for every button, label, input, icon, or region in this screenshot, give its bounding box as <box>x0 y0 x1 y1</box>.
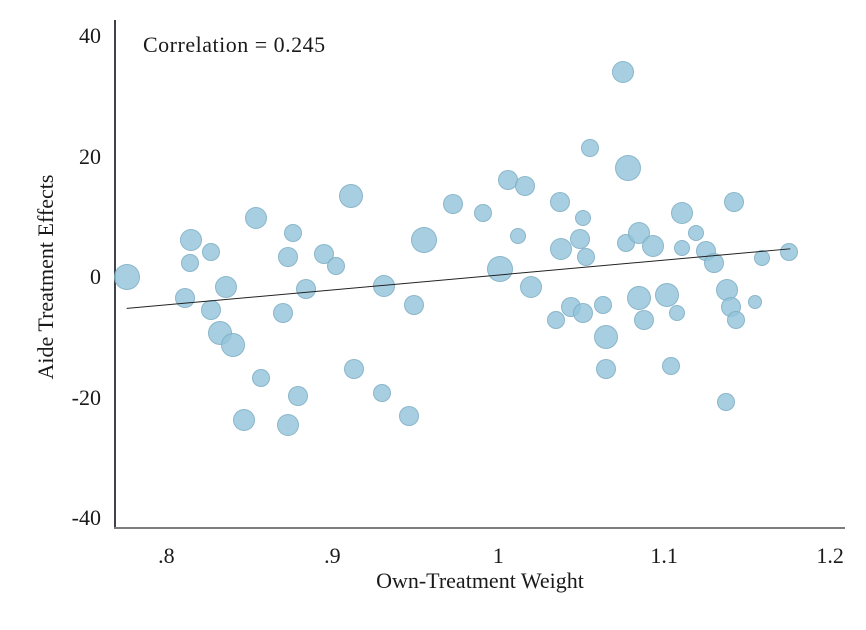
data-point <box>276 414 299 437</box>
y-tick-label: 0 <box>90 264 101 290</box>
data-point <box>687 225 704 242</box>
x-tick-label: .8 <box>158 543 175 568</box>
data-point <box>180 254 199 273</box>
data-point <box>574 209 591 226</box>
data-point <box>326 256 345 275</box>
x-axis-title: Own-Treatment Weight <box>376 568 584 593</box>
data-point <box>716 393 735 412</box>
correlation-annotation: Correlation = 0.245 <box>143 32 326 57</box>
data-point <box>252 369 270 388</box>
data-point <box>641 235 664 258</box>
data-point <box>549 192 570 213</box>
data-point <box>343 358 364 379</box>
data-point <box>634 310 655 331</box>
y-tick-label: 20 <box>79 143 101 169</box>
x-tick-label: .9 <box>324 543 341 568</box>
data-point <box>373 384 392 403</box>
data-point <box>220 333 245 358</box>
data-point <box>669 304 686 321</box>
data-point <box>372 274 395 297</box>
data-point <box>338 184 363 209</box>
data-point <box>443 193 464 214</box>
data-point <box>726 311 745 330</box>
data-point <box>671 201 694 224</box>
data-point <box>779 243 798 262</box>
data-point <box>486 255 513 282</box>
data-point <box>180 229 203 252</box>
data-point <box>510 228 527 245</box>
data-point <box>674 240 691 257</box>
x-tick-label: 1 <box>492 543 504 568</box>
y-axis-title: Aide Treatment Effects <box>33 174 58 380</box>
data-point <box>614 154 641 181</box>
data-point <box>113 264 140 291</box>
data-point <box>596 359 617 380</box>
x-tick-label: 1.1 <box>650 543 678 568</box>
data-point <box>754 250 771 267</box>
y-tick-label: -20 <box>71 384 101 410</box>
y-tick-label: 40 <box>79 23 101 49</box>
data-point <box>215 276 238 299</box>
data-point <box>703 252 724 273</box>
data-point <box>277 247 298 268</box>
data-point <box>272 302 293 323</box>
data-point <box>569 228 590 249</box>
x-tick-label: 1.2 <box>816 543 844 568</box>
data-point <box>748 295 763 310</box>
data-point <box>474 203 493 222</box>
data-point <box>233 409 256 432</box>
data-point <box>283 223 302 242</box>
data-point <box>550 238 573 261</box>
data-point <box>655 283 680 308</box>
data-point <box>723 192 744 213</box>
data-point <box>547 311 566 330</box>
data-point <box>514 175 535 196</box>
data-point <box>201 299 222 320</box>
data-point <box>245 207 268 230</box>
data-point <box>202 243 221 262</box>
data-point <box>410 227 437 254</box>
data-point <box>577 248 596 267</box>
data-point <box>580 139 599 158</box>
data-point <box>295 278 316 299</box>
data-point <box>174 287 195 308</box>
x-axis-line <box>114 527 845 529</box>
data-point <box>661 356 680 375</box>
data-point <box>520 276 543 299</box>
data-point <box>398 405 419 426</box>
data-point <box>594 325 619 350</box>
data-point <box>572 303 593 324</box>
data-point <box>593 296 612 315</box>
y-tick-label: -40 <box>71 504 101 530</box>
data-point <box>287 385 308 406</box>
data-point <box>403 295 424 316</box>
data-point <box>611 61 634 84</box>
data-point <box>627 286 652 311</box>
